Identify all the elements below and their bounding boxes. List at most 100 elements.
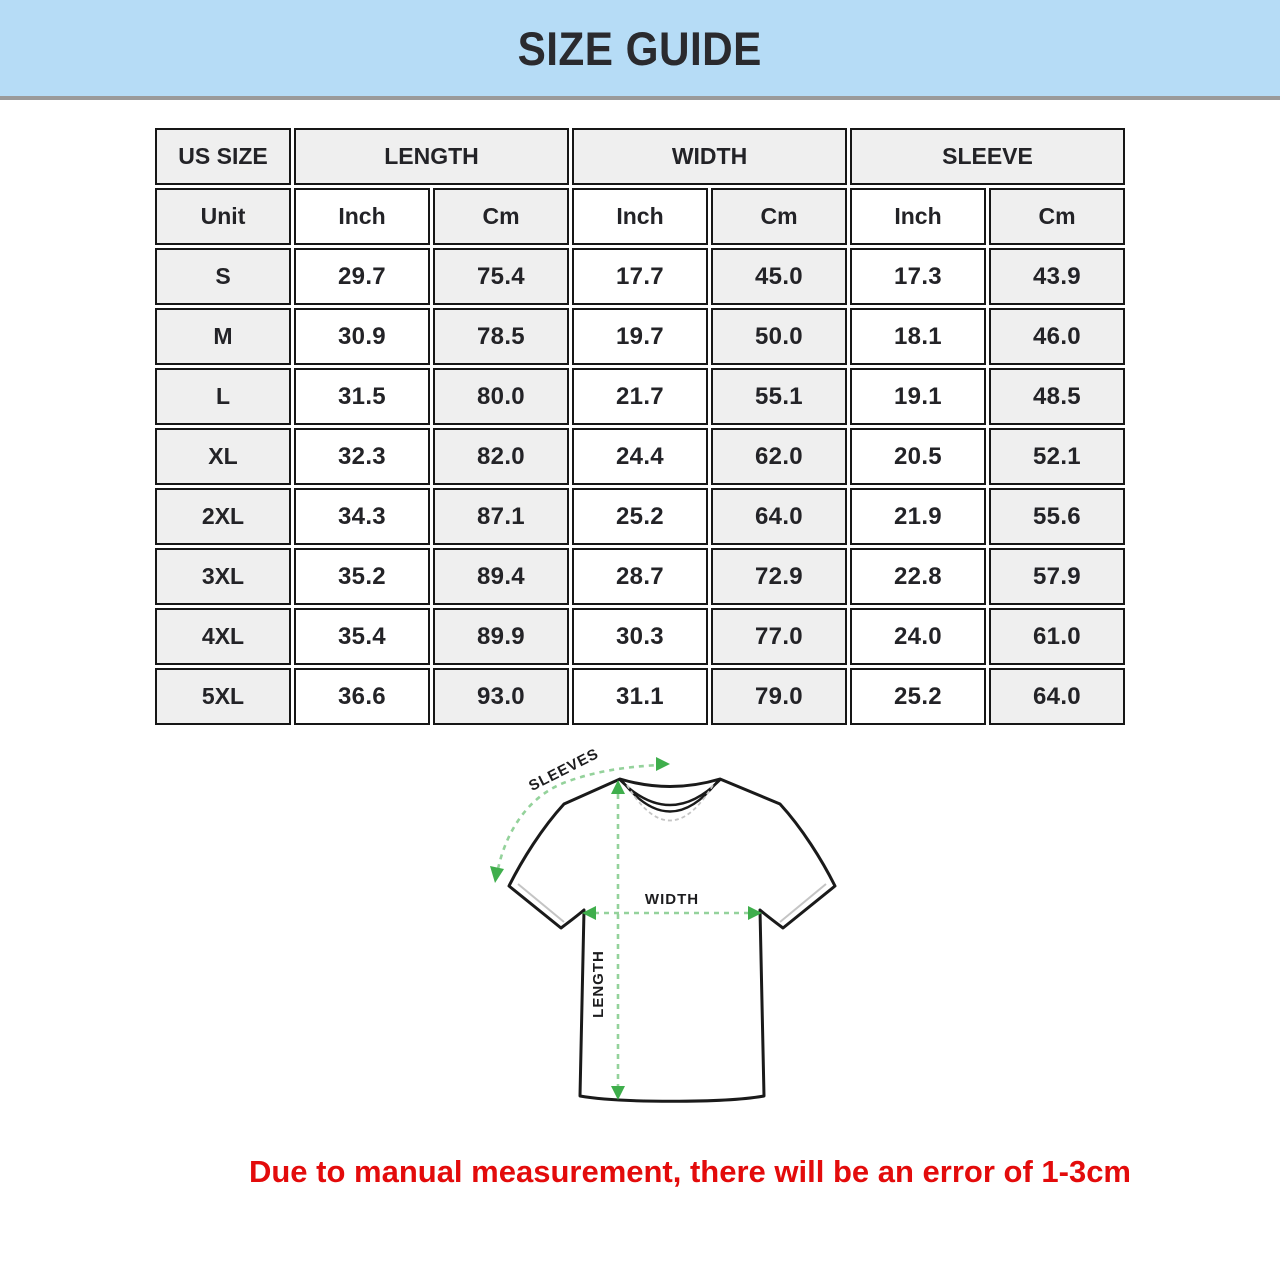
value-cell: 77.0 <box>711 608 847 665</box>
value-cell: 87.1 <box>433 488 569 545</box>
table-row: M 30.9 78.5 19.7 50.0 18.1 46.0 <box>155 308 1125 365</box>
table-row: 3XL 35.2 89.4 28.7 72.9 22.8 57.9 <box>155 548 1125 605</box>
right-sleeve-seam <box>779 883 827 923</box>
value-cell: 30.3 <box>572 608 708 665</box>
value-cell: 17.7 <box>572 248 708 305</box>
width-measure-arrow: WIDTH <box>582 891 762 920</box>
size-label-cell: L <box>155 368 291 425</box>
value-cell: 52.1 <box>989 428 1125 485</box>
value-cell: 24.0 <box>850 608 986 665</box>
value-cell: 61.0 <box>989 608 1125 665</box>
size-guide-page: SIZE GUIDE US SIZE LENGTH WIDTH SLEEVE U… <box>0 0 1280 1189</box>
value-cell: 89.9 <box>433 608 569 665</box>
value-cell: 45.0 <box>711 248 847 305</box>
value-cell: 89.4 <box>433 548 569 605</box>
size-label-cell: 4XL <box>155 608 291 665</box>
value-cell: 21.9 <box>850 488 986 545</box>
unit-header-cell: Unit <box>155 188 291 245</box>
page-title: SIZE GUIDE <box>517 21 763 75</box>
value-cell: 55.1 <box>711 368 847 425</box>
value-cell: 22.8 <box>850 548 986 605</box>
size-label-cell: S <box>155 248 291 305</box>
width-inch-header: Inch <box>572 188 708 245</box>
value-cell: 19.1 <box>850 368 986 425</box>
tshirt-diagram: SLEEVES WIDTH LENGTH <box>470 744 870 1124</box>
unit-header-row: Unit Inch Cm Inch Cm Inch Cm <box>155 188 1125 245</box>
width-arrowhead-right <box>748 906 762 920</box>
value-cell: 29.7 <box>294 248 430 305</box>
table-row: L 31.5 80.0 21.7 55.1 19.1 48.5 <box>155 368 1125 425</box>
value-cell: 34.3 <box>294 488 430 545</box>
value-cell: 21.7 <box>572 368 708 425</box>
value-cell: 35.4 <box>294 608 430 665</box>
length-inch-header: Inch <box>294 188 430 245</box>
length-measure-arrow: LENGTH <box>590 780 625 1100</box>
value-cell: 28.7 <box>572 548 708 605</box>
sleeves-arrowhead-start <box>490 866 504 883</box>
group-header-row: US SIZE LENGTH WIDTH SLEEVE <box>155 128 1125 185</box>
value-cell: 25.2 <box>850 668 986 725</box>
size-table: US SIZE LENGTH WIDTH SLEEVE Unit Inch Cm… <box>152 125 1128 728</box>
value-cell: 64.0 <box>711 488 847 545</box>
size-label-cell: 2XL <box>155 488 291 545</box>
tshirt-outline <box>507 777 837 1103</box>
value-cell: 32.3 <box>294 428 430 485</box>
table-row: 4XL 35.4 89.9 30.3 77.0 24.0 61.0 <box>155 608 1125 665</box>
value-cell: 25.2 <box>572 488 708 545</box>
value-cell: 30.9 <box>294 308 430 365</box>
length-cm-header: Cm <box>433 188 569 245</box>
value-cell: 80.0 <box>433 368 569 425</box>
value-cell: 20.5 <box>850 428 986 485</box>
value-cell: 35.2 <box>294 548 430 605</box>
table-row: S 29.7 75.4 17.7 45.0 17.3 43.9 <box>155 248 1125 305</box>
length-label: LENGTH <box>590 950 607 1018</box>
width-label: WIDTH <box>645 891 699 908</box>
value-cell: 46.0 <box>989 308 1125 365</box>
width-cm-header: Cm <box>711 188 847 245</box>
measurement-note: Due to manual measurement, there will be… <box>248 1154 1132 1189</box>
value-cell: 55.6 <box>989 488 1125 545</box>
value-cell: 36.6 <box>294 668 430 725</box>
size-label-cell: 3XL <box>155 548 291 605</box>
table-row: 5XL 36.6 93.0 31.1 79.0 25.2 64.0 <box>155 668 1125 725</box>
value-cell: 82.0 <box>433 428 569 485</box>
table-row: XL 32.3 82.0 24.4 62.0 20.5 52.1 <box>155 428 1125 485</box>
size-label-cell: M <box>155 308 291 365</box>
size-table-body: S 29.7 75.4 17.7 45.0 17.3 43.9 M 30.9 78.5 19.7 50… <box>155 248 1125 725</box>
sleeves-label: SLEEVES <box>526 745 602 795</box>
value-cell: 62.0 <box>711 428 847 485</box>
value-cell: 79.0 <box>711 668 847 725</box>
size-table-head: US SIZE LENGTH WIDTH SLEEVE Unit Inch Cm… <box>155 128 1125 245</box>
value-cell: 31.1 <box>572 668 708 725</box>
value-cell: 93.0 <box>433 668 569 725</box>
length-arrowhead-bottom <box>611 1086 625 1100</box>
value-cell: 19.7 <box>572 308 708 365</box>
value-cell: 64.0 <box>989 668 1125 725</box>
size-label-cell: 5XL <box>155 668 291 725</box>
value-cell: 75.4 <box>433 248 569 305</box>
sleeve-cm-header: Cm <box>989 188 1125 245</box>
value-cell: 18.1 <box>850 308 986 365</box>
width-arrowhead-left <box>582 906 596 920</box>
value-cell: 48.5 <box>989 368 1125 425</box>
col-group-length: LENGTH <box>294 128 569 185</box>
value-cell: 31.5 <box>294 368 430 425</box>
size-label-cell: XL <box>155 428 291 485</box>
col-group-width: WIDTH <box>572 128 847 185</box>
value-cell: 43.9 <box>989 248 1125 305</box>
length-arrowhead-top <box>611 780 625 794</box>
value-cell: 57.9 <box>989 548 1125 605</box>
value-cell: 78.5 <box>433 308 569 365</box>
value-cell: 50.0 <box>711 308 847 365</box>
col-group-us-size: US SIZE <box>155 128 291 185</box>
value-cell: 24.4 <box>572 428 708 485</box>
table-row: 2XL 34.3 87.1 25.2 64.0 21.9 55.6 <box>155 488 1125 545</box>
sleeve-inch-header: Inch <box>850 188 986 245</box>
tshirt-illustration: SLEEVES WIDTH LENGTH <box>490 745 837 1103</box>
collar-back-seam <box>626 784 714 822</box>
value-cell: 72.9 <box>711 548 847 605</box>
col-group-sleeve: SLEEVE <box>850 128 1125 185</box>
sleeves-arrowhead-end <box>656 757 670 771</box>
left-sleeve-seam <box>517 883 565 923</box>
value-cell: 17.3 <box>850 248 986 305</box>
